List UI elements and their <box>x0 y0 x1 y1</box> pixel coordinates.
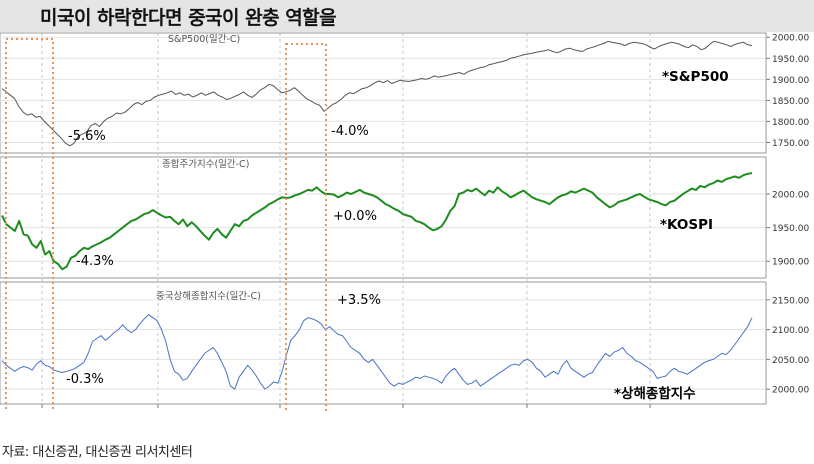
highlight-box-period-2 <box>285 43 327 412</box>
y-tick-label: 2000.00 <box>772 34 809 44</box>
change-label: -4.0% <box>331 124 369 139</box>
y-tick-label: 2050.00 <box>772 356 809 366</box>
panel-frame <box>0 32 767 154</box>
change-label: +0.0% <box>333 209 377 224</box>
y-tick-label: 1850.00 <box>772 97 809 107</box>
change-label: -4.3% <box>76 254 114 269</box>
series-line <box>1 172 753 271</box>
y-tick-label: 1750.00 <box>772 139 809 149</box>
series-annotation: *상해종합지수 <box>614 385 696 402</box>
y-tick-label: 2150.00 <box>772 296 809 306</box>
change-label: -5.6% <box>68 129 106 144</box>
change-label: -0.3% <box>66 372 104 387</box>
y-tick-label: 2000.00 <box>772 386 809 396</box>
y-tick-label: 1900.00 <box>772 76 809 86</box>
y-tick-label: 2100.00 <box>772 326 809 336</box>
series-line <box>1 40 753 147</box>
series-annotation: *KOSPI <box>660 217 713 233</box>
chart-area: 2000.00 1950.00 1900.00 1850.00 1800.00 1750.… <box>0 32 809 412</box>
y-tick-label: 1900.00 <box>772 258 809 268</box>
panel-frame <box>0 156 767 279</box>
y-tick-label: 1800.00 <box>772 118 809 128</box>
y-tick-label: 1950.00 <box>772 55 809 65</box>
series-legend: S&P500(일간-C) <box>168 34 240 45</box>
highlight-box-period-1 <box>5 38 54 412</box>
change-label: +3.5% <box>337 293 381 308</box>
series-annotation: *S&P500 <box>662 69 729 85</box>
source-note: 자료: 대신증권, 대신증권 리서치센터 <box>2 445 193 460</box>
y-tick-label: 2000.00 <box>772 190 809 200</box>
title-bar <box>0 0 814 32</box>
y-tick-label: 1950.00 <box>772 224 809 234</box>
series-legend: 종합주가지수(일간-C) <box>162 159 249 170</box>
series-legend: 중국상해종합지수(일간-C) <box>156 290 261 302</box>
series-line <box>1 314 753 390</box>
page-title: 미국이 하락한다면 중국이 완충 역할을 <box>40 7 337 29</box>
panel-frame <box>0 281 767 405</box>
